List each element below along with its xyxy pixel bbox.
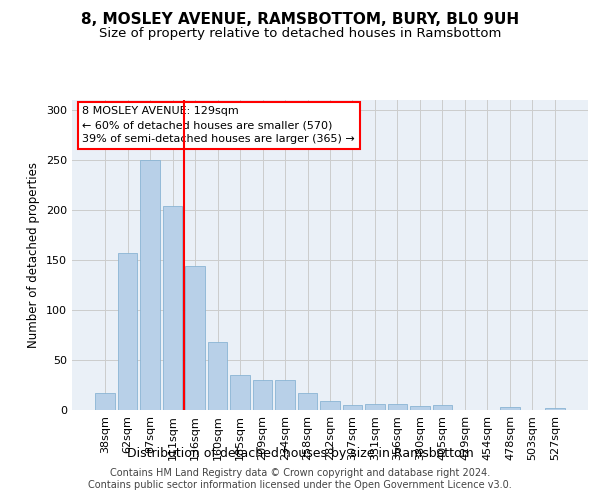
Text: 8, MOSLEY AVENUE, RAMSBOTTOM, BURY, BL0 9UH: 8, MOSLEY AVENUE, RAMSBOTTOM, BURY, BL0 … [81, 12, 519, 28]
Bar [230, 375, 250, 410]
Bar [343, 405, 362, 410]
Bar [208, 342, 227, 410]
Text: Size of property relative to detached houses in Ramsbottom: Size of property relative to detached ho… [99, 28, 501, 40]
Y-axis label: Number of detached properties: Number of detached properties [28, 162, 40, 348]
Text: Contains HM Land Registry data © Crown copyright and database right 2024.
Contai: Contains HM Land Registry data © Crown c… [88, 468, 512, 490]
Bar [365, 404, 385, 410]
Bar [140, 160, 160, 410]
Bar [320, 401, 340, 410]
Bar [163, 206, 182, 410]
Bar [118, 253, 137, 410]
Bar [253, 380, 272, 410]
Bar [410, 406, 430, 410]
Text: 8 MOSLEY AVENUE: 129sqm
← 60% of detached houses are smaller (570)
39% of semi-d: 8 MOSLEY AVENUE: 129sqm ← 60% of detache… [82, 106, 355, 144]
Bar [433, 405, 452, 410]
Bar [275, 380, 295, 410]
Bar [388, 404, 407, 410]
Bar [298, 393, 317, 410]
Bar [95, 393, 115, 410]
Bar [185, 266, 205, 410]
Bar [545, 408, 565, 410]
Text: Distribution of detached houses by size in Ramsbottom: Distribution of detached houses by size … [127, 448, 473, 460]
Bar [500, 407, 520, 410]
